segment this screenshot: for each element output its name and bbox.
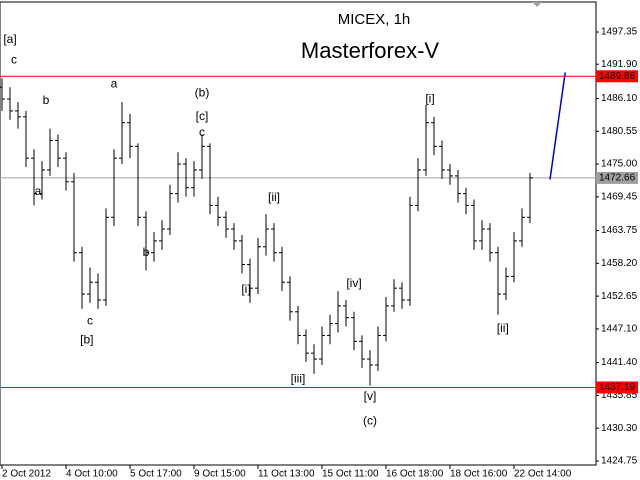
y-tick-label: 1447.10	[601, 324, 638, 335]
y-tick-label: 1497.35	[601, 27, 638, 38]
y-tick-label: 1480.55	[601, 126, 638, 137]
wave-label: c	[199, 125, 205, 139]
x-tick-label: 18 Oct 16:00	[450, 469, 508, 480]
wave-label: [i]	[425, 91, 434, 105]
level-label: 1489.86	[599, 71, 636, 82]
y-tick-label: 1435.85	[601, 390, 638, 401]
y-tick-label: 1469.45	[601, 192, 638, 203]
x-tick-label: 4 Oct 10:00	[66, 469, 118, 480]
y-tick-label: 1475.00	[601, 159, 638, 170]
y-tick-label: 1430.30	[601, 423, 638, 434]
wave-label: (b)	[195, 85, 210, 99]
x-tick-label: 2 Oct 2012	[2, 469, 51, 480]
x-tick-label: 16 Oct 18:00	[386, 469, 444, 480]
y-tick-label: 1491.90	[601, 59, 638, 70]
wave-label: a	[111, 76, 118, 90]
wave-label: (c)	[363, 413, 377, 427]
wave-label: [ii]	[268, 190, 280, 204]
x-tick-label: 11 Oct 13:00	[258, 469, 315, 480]
wave-label: [iii]	[291, 371, 306, 385]
y-tick-label: 1486.10	[601, 93, 638, 104]
level-label: 1472.66	[599, 173, 636, 184]
chart-title: MICEX, 1h	[338, 11, 411, 28]
wave-label: a	[35, 184, 42, 198]
level-label-box	[596, 70, 638, 83]
forecast-line	[549, 72, 566, 180]
x-tick-label: 9 Oct 15:00	[194, 469, 246, 480]
y-tick-label: 1463.75	[601, 225, 638, 236]
wave-label: b	[143, 245, 150, 259]
x-tick-label: 15 Oct 11:00	[322, 469, 379, 480]
chart-subtitle: Masterforex-V	[301, 38, 439, 63]
shift-marker	[532, 2, 542, 7]
y-tick-label: 1424.75	[601, 456, 638, 467]
wave-label: [ii]	[497, 321, 509, 335]
wave-label: [c]	[196, 109, 209, 123]
wave-label: [i]	[241, 282, 250, 296]
level-label: 1437.19	[599, 382, 636, 393]
wave-label: [v]	[364, 389, 377, 403]
y-tick-label: 1441.40	[601, 357, 638, 368]
wave-label: [b]	[80, 332, 93, 346]
y-tick-label: 1452.65	[601, 291, 638, 302]
x-tick-label: 22 Oct 14:00	[514, 469, 572, 480]
wave-label: c	[11, 52, 17, 66]
y-tick-label: 1458.20	[601, 258, 638, 269]
wave-label: [a]	[3, 32, 16, 46]
wave-label: [iv]	[346, 276, 361, 290]
plot-frame	[0, 1, 597, 466]
level-label-box	[596, 381, 638, 394]
level-label-box	[596, 171, 638, 184]
wave-label: c	[87, 313, 93, 327]
x-tick-label: 5 Oct 17:00	[130, 469, 182, 480]
wave-label: b	[43, 93, 50, 107]
